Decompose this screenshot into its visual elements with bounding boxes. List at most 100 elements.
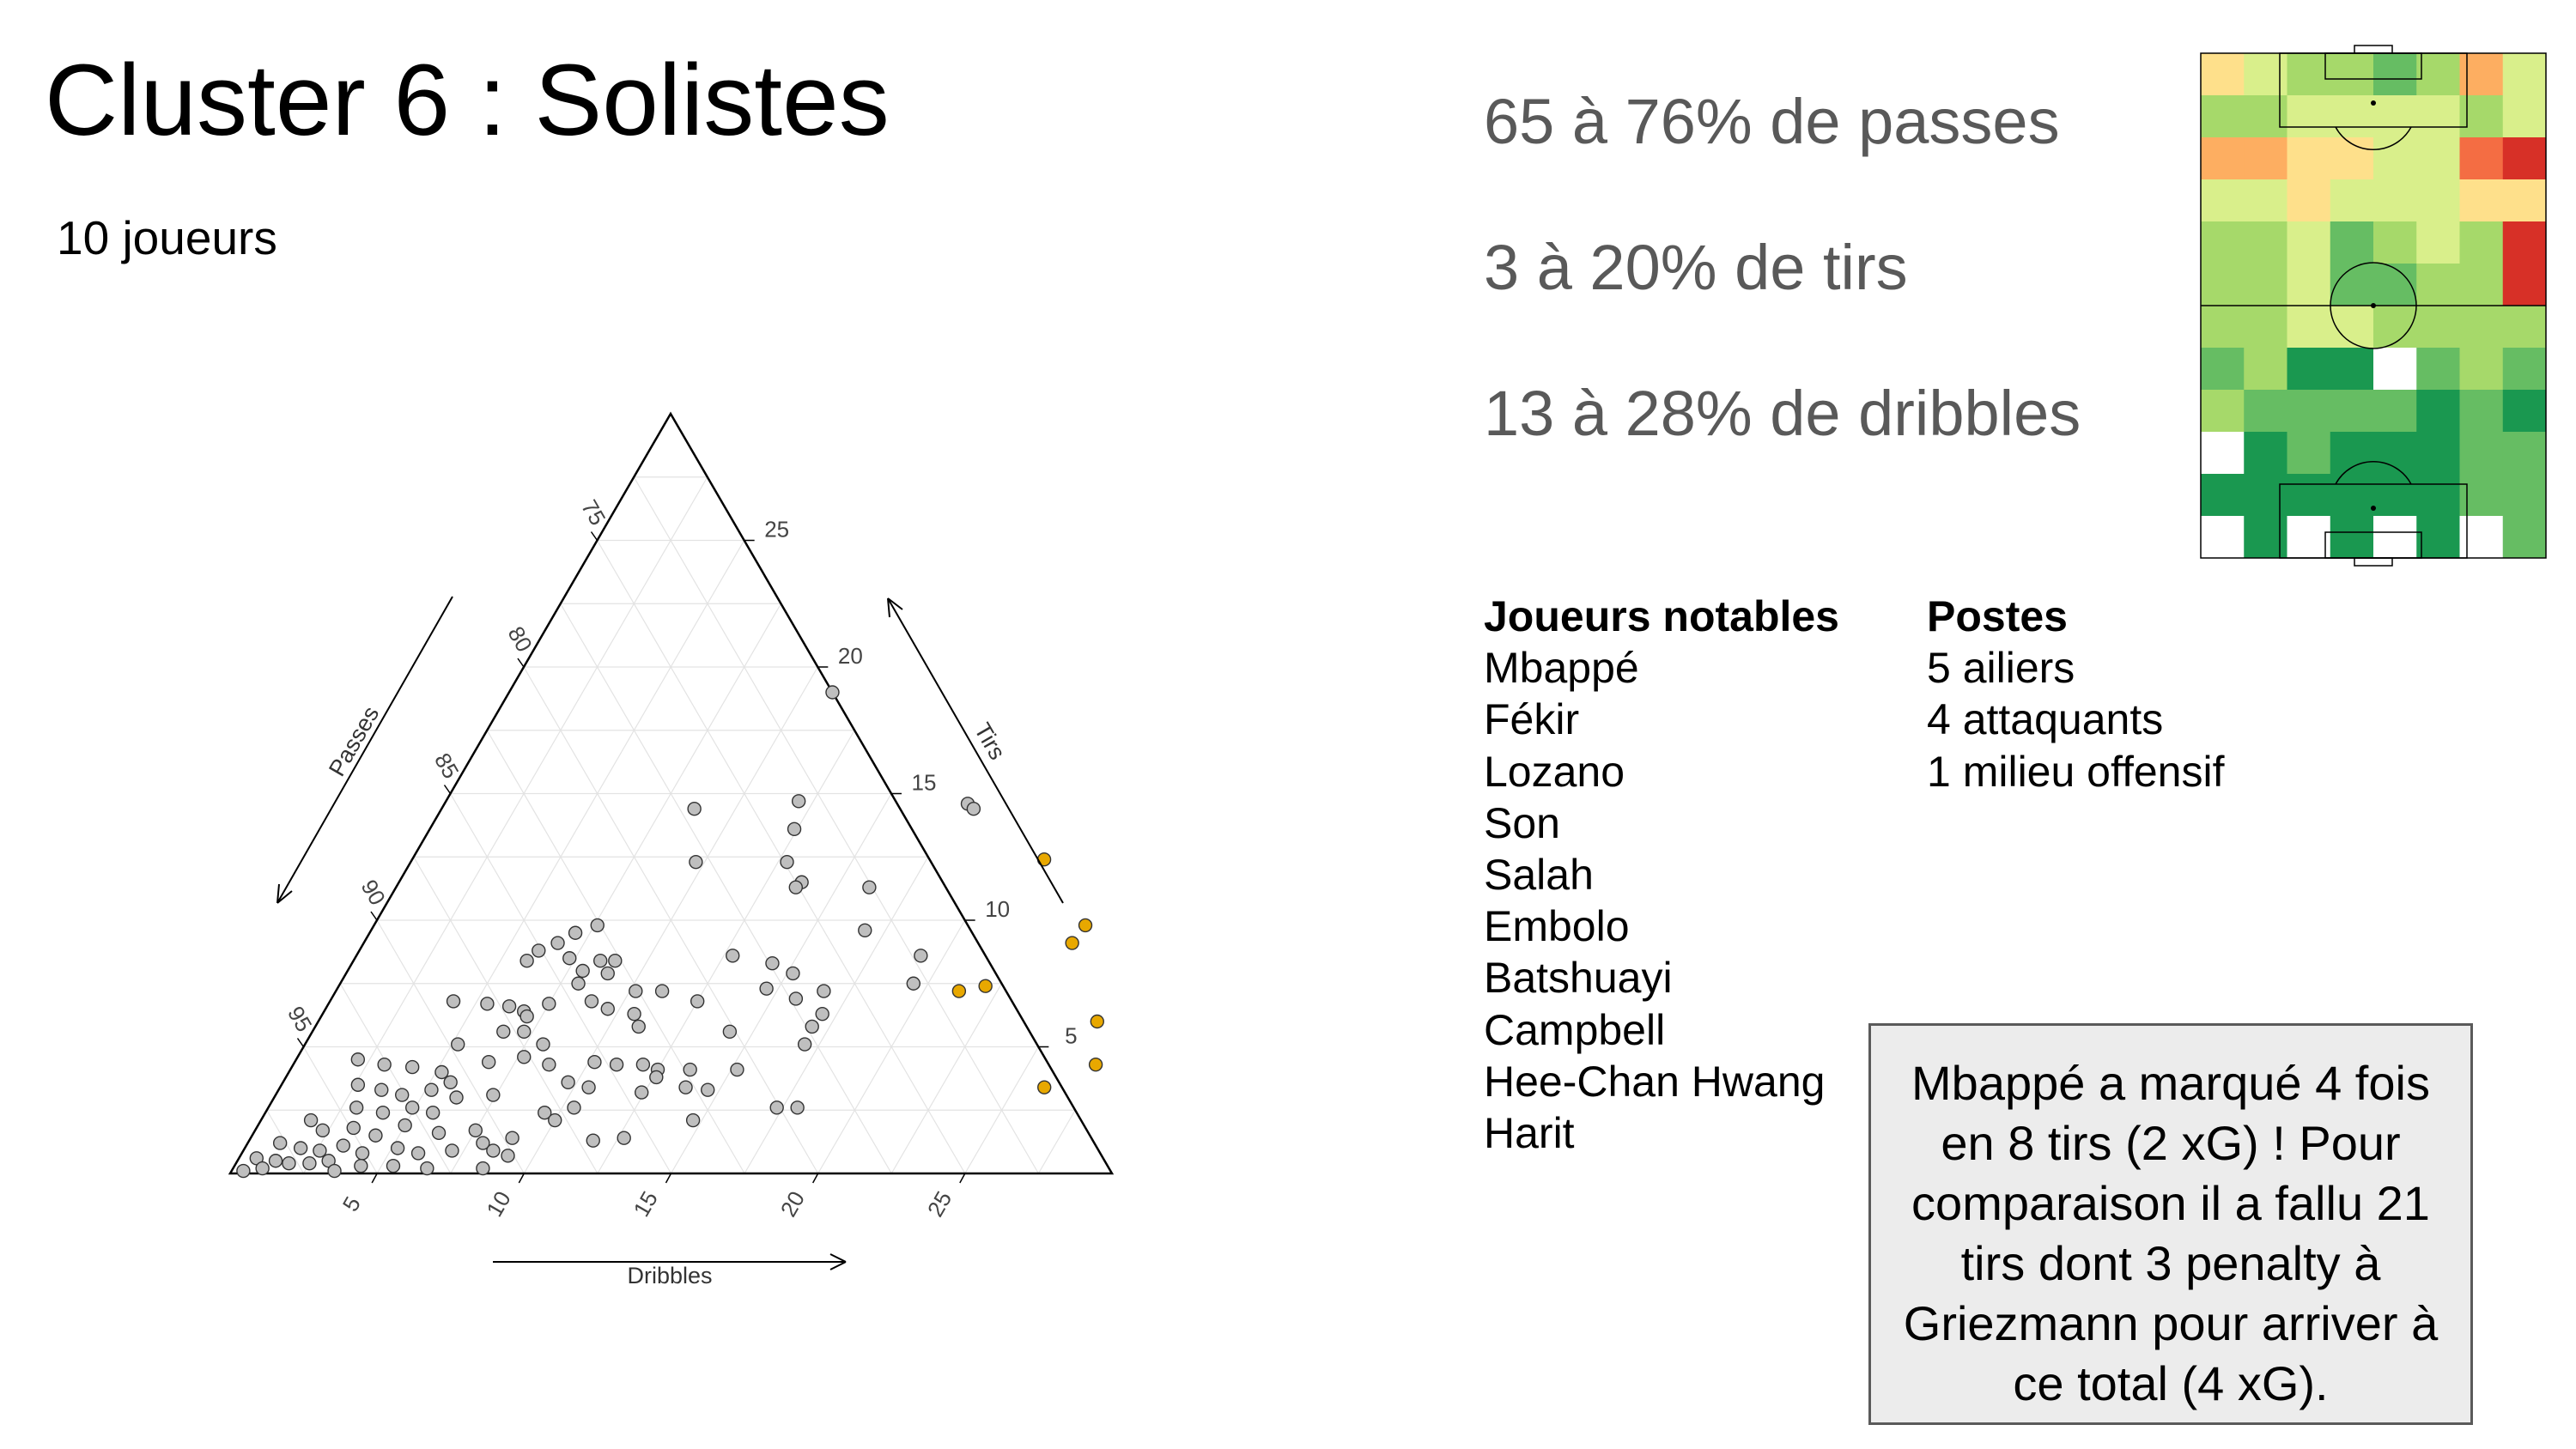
player-point — [501, 999, 517, 1014]
grid-line — [449, 793, 672, 1174]
player-point — [268, 1154, 283, 1168]
heatmap-cell — [2459, 137, 2504, 180]
tick-label-tirs: 10 — [985, 896, 1010, 922]
player-point — [476, 1161, 490, 1176]
grid-line — [560, 603, 892, 1174]
player-point — [805, 1019, 819, 1034]
player-point — [355, 1146, 370, 1161]
ternary-points — [236, 685, 1104, 1179]
player-point — [536, 1037, 550, 1052]
player-point — [788, 991, 804, 1006]
heatmap-cell — [2330, 516, 2374, 559]
player-point — [769, 1100, 784, 1115]
list-item: 1 milieu offensif — [1927, 747, 2225, 796]
player-point — [788, 880, 804, 894]
player-point — [424, 1082, 439, 1097]
player-point — [649, 1070, 664, 1085]
player-point — [282, 1155, 296, 1171]
player-point — [443, 1075, 458, 1090]
tick-label-dribbles: 10 — [481, 1186, 515, 1221]
player-point — [350, 1052, 366, 1067]
pitch-heatmap — [2200, 45, 2547, 567]
player-point — [375, 1105, 391, 1120]
player-point — [505, 1131, 519, 1145]
player-point — [568, 925, 583, 940]
player-point — [858, 923, 872, 938]
player-point — [315, 1123, 331, 1138]
list-item: Salah — [1484, 851, 1594, 900]
player-point — [631, 1019, 646, 1034]
player-point — [617, 1131, 631, 1145]
cluster-point — [978, 979, 993, 993]
list-item: 4 attaquants — [1927, 695, 2164, 744]
player-point — [550, 936, 565, 950]
cluster-point — [1078, 918, 1093, 933]
heatmap-cell — [2330, 264, 2374, 306]
player-point — [405, 1100, 420, 1115]
player-point — [567, 1100, 581, 1115]
grid-line — [339, 983, 452, 1174]
heatmap-cell — [2287, 432, 2331, 475]
player-point — [496, 1024, 511, 1040]
player-point — [561, 1075, 575, 1090]
player-point — [446, 994, 461, 1009]
player-point — [420, 1161, 434, 1176]
grid-line — [303, 476, 708, 1174]
heatmap-cell — [2373, 95, 2417, 138]
player-point — [562, 951, 577, 966]
heatmap-cell — [2330, 348, 2374, 391]
player-point — [571, 976, 586, 991]
heatmap-cell — [2244, 306, 2287, 349]
list-item: Mbappé — [1484, 644, 1639, 693]
tick-label-dribbles: 20 — [775, 1186, 810, 1221]
pitch-spots — [2371, 100, 2376, 511]
positions-list: Postes 5 ailiers 4 attaquants 1 milieu o… — [1927, 591, 2224, 797]
player-point — [722, 1024, 738, 1040]
player-point — [780, 854, 794, 870]
player-point — [586, 1133, 600, 1148]
player-point — [313, 1143, 327, 1158]
player-point — [377, 1057, 392, 1072]
player-point — [701, 1082, 715, 1097]
heatmap-cell — [2373, 516, 2417, 559]
player-point — [786, 966, 800, 981]
player-point — [685, 1113, 701, 1128]
player-point — [354, 1158, 368, 1173]
player-point — [627, 1006, 641, 1022]
player-point — [966, 802, 981, 816]
heatmap-cell — [2201, 264, 2245, 306]
positions-heading: Postes — [1927, 592, 2068, 640]
heatmap-cell — [2287, 264, 2331, 306]
player-point — [390, 1141, 405, 1155]
player-point — [398, 1118, 412, 1133]
player-point — [787, 822, 802, 836]
player-point — [730, 1062, 744, 1077]
player-point — [519, 953, 534, 968]
heatmap-cell — [2244, 348, 2287, 391]
grid-line — [744, 856, 929, 1174]
pitch-lines — [2200, 45, 2547, 567]
player-point — [445, 1143, 459, 1158]
heatmap-cell — [2416, 306, 2460, 349]
player-point — [548, 1113, 562, 1128]
player-point — [815, 1006, 829, 1022]
heatmap-cell — [2201, 348, 2245, 391]
heatmap-cell — [2244, 95, 2287, 138]
heatmap-cell — [2244, 179, 2287, 222]
page-title: Cluster 6 : Solistes — [45, 44, 890, 157]
player-point — [431, 1125, 447, 1141]
heatmap-cell — [2244, 432, 2287, 475]
player-point — [486, 1143, 501, 1158]
heatmap-cell — [2459, 390, 2504, 433]
grid-line — [376, 919, 525, 1174]
player-point — [480, 997, 495, 1011]
heatmap-cell — [2416, 137, 2460, 180]
player-point — [575, 963, 590, 979]
tick-label-dribbles: 15 — [628, 1186, 662, 1221]
heatmap-cell — [2502, 95, 2547, 138]
list-item: Lozano — [1484, 747, 1625, 796]
player-point — [600, 966, 615, 981]
player-point — [501, 1149, 515, 1163]
heatmap-cell — [2201, 474, 2245, 517]
heatmap-cell — [2287, 516, 2331, 559]
